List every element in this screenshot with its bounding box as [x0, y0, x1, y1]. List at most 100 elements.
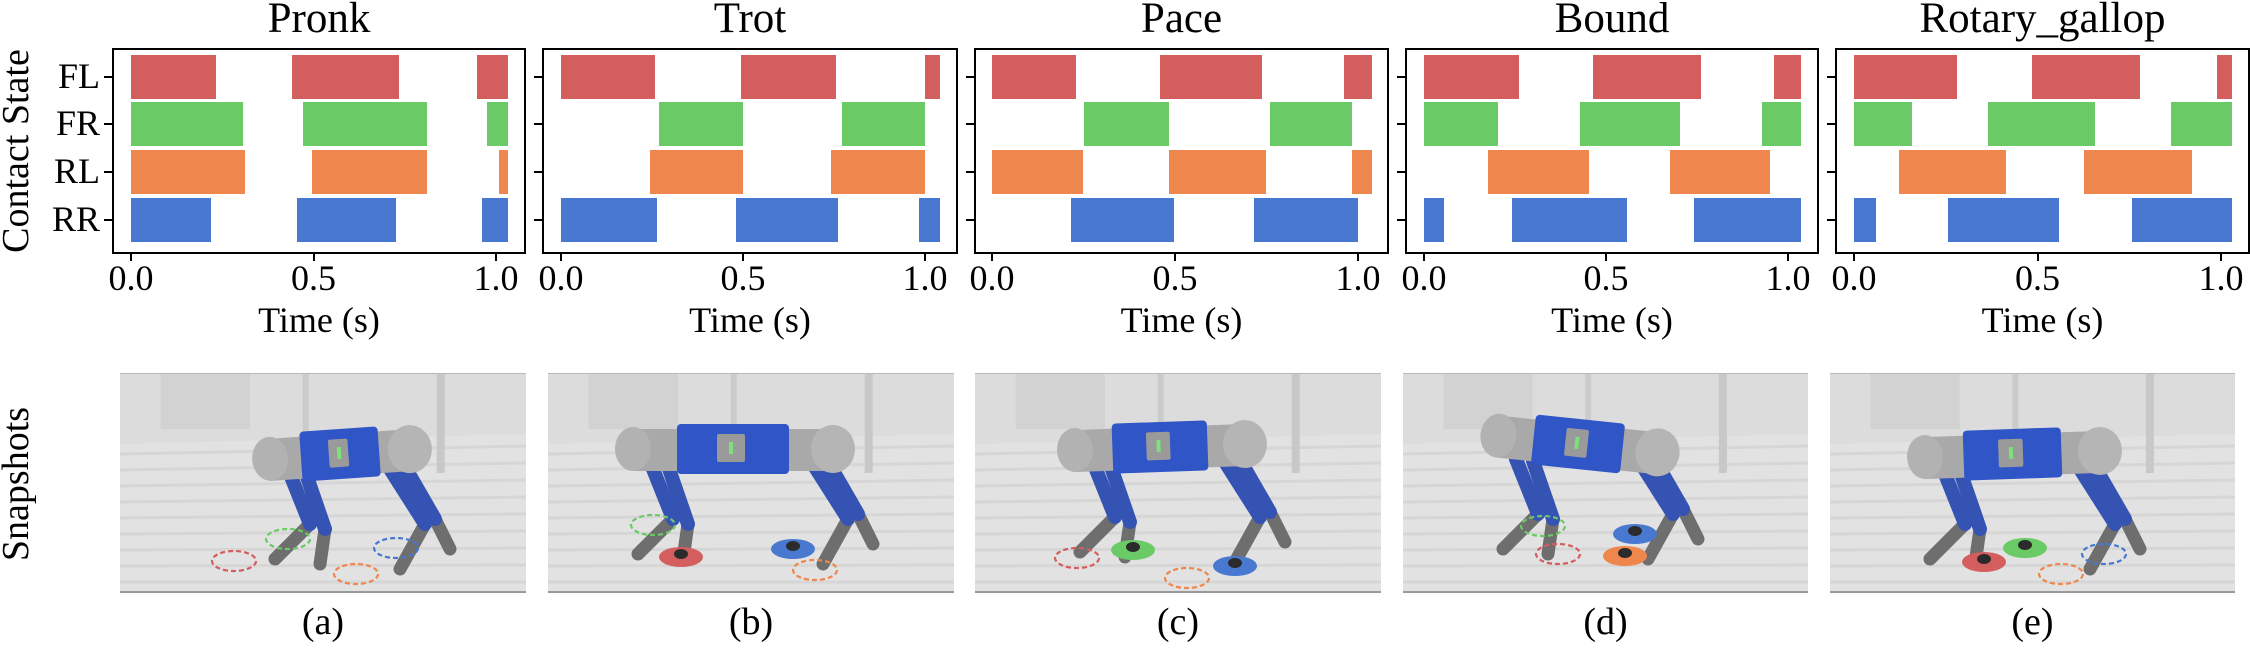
- contact-bar-rl: [2083, 150, 2192, 194]
- y-tick: [966, 76, 974, 78]
- contact-bar-rl: [1488, 150, 1589, 194]
- robot-snapshot-illustration: [1403, 374, 1808, 591]
- x-tick-label: 0.0: [538, 258, 584, 298]
- contact-bar-fl: [131, 55, 217, 99]
- robot-snapshot-illustration: [975, 374, 1381, 591]
- contact-bar-rr: [1424, 198, 1445, 242]
- robot-snapshot-illustration: [1830, 374, 2235, 591]
- x-tick-label: 0.0: [108, 258, 154, 298]
- y-tick: [1397, 76, 1405, 78]
- y-tick: [1827, 219, 1835, 221]
- snapshot-image-e: [1830, 373, 2235, 593]
- contact-bar-rr: [919, 198, 940, 242]
- x-tick-label: 1.0: [2198, 258, 2244, 298]
- x-tick-label: 1.0: [1765, 258, 1811, 298]
- chart-title: Pronk: [267, 0, 371, 42]
- chart-title: Trot: [713, 0, 787, 42]
- x-tick: [1853, 254, 1855, 261]
- x-tick-label: 0.0: [1401, 258, 1447, 298]
- contact-bar-fl: [291, 55, 399, 99]
- chart-title: Rotary_gallop: [1919, 0, 2166, 42]
- x-tick: [1423, 254, 1425, 261]
- contact-bar-fr: [1987, 102, 2096, 146]
- y-tick: [534, 171, 542, 173]
- x-tick: [1605, 254, 1607, 261]
- contact-bar-rr: [736, 198, 838, 242]
- x-tick-label: 1.0: [902, 258, 948, 298]
- contact-bar-rr: [2132, 198, 2232, 242]
- y-tick-label-fl: FL: [57, 56, 100, 96]
- y-tick: [104, 171, 112, 173]
- chart-title: Bound: [1554, 0, 1670, 42]
- x-tick-label: 1.0: [473, 258, 519, 298]
- snapshot-image-b: [548, 373, 954, 593]
- contact-bar-fr: [2171, 102, 2232, 146]
- x-tick: [312, 254, 315, 261]
- x-tick: [495, 254, 497, 261]
- y-tick: [966, 219, 974, 221]
- contact-bar-fl: [2032, 55, 2141, 99]
- contact-bar-rl: [131, 150, 245, 194]
- contact-bar-rl: [831, 150, 925, 194]
- contact-bar-rl: [992, 150, 1084, 194]
- snapshot-caption: (a): [301, 601, 345, 643]
- contact-bar-fl: [1854, 55, 1958, 99]
- x-tick: [924, 254, 926, 261]
- contact-bar-rr: [1947, 198, 2060, 242]
- robot-snapshot-illustration: [548, 374, 954, 591]
- x-tick: [742, 254, 744, 261]
- contact-bar-fr: [486, 102, 509, 146]
- snapshot-caption: (d): [1583, 601, 1628, 643]
- snapshots-ylabel: Snapshots: [0, 406, 37, 562]
- contact-bar-fl: [925, 55, 940, 99]
- x-tick: [1174, 254, 1176, 261]
- x-axis-label: Time (s): [1551, 300, 1673, 340]
- x-tick-label: 0.5: [720, 258, 766, 298]
- y-tick: [1827, 171, 1835, 173]
- contact-bar-rl: [1670, 150, 1771, 194]
- y-tick: [966, 123, 974, 125]
- snapshot-caption: (c): [1156, 601, 1200, 643]
- contact-bar-fl: [1344, 55, 1372, 99]
- x-tick-label: 0.5: [291, 258, 336, 298]
- x-axis-label: Time (s): [258, 300, 380, 340]
- y-tick: [1397, 123, 1405, 125]
- contact-bar-fr: [131, 102, 243, 146]
- y-tick-label-fr: FR: [55, 103, 100, 143]
- contact-bar-rr: [1854, 198, 1877, 242]
- x-tick: [560, 254, 562, 261]
- x-tick-label: 0.5: [1152, 258, 1198, 298]
- y-tick: [104, 76, 112, 78]
- y-tick: [104, 219, 112, 221]
- contact-bar-fl: [741, 55, 837, 99]
- contact-bar-fr: [1083, 102, 1169, 146]
- snapshot-image-d: [1403, 373, 1808, 593]
- y-tick: [1397, 171, 1405, 173]
- contact-bar-fl: [1159, 55, 1263, 99]
- contact-bar-fr: [1854, 102, 1912, 146]
- snapshot-caption: (b): [728, 601, 774, 643]
- y-tick: [534, 123, 542, 125]
- y-tick: [534, 219, 542, 221]
- y-tick: [1827, 76, 1835, 78]
- contact-bar-rr: [1254, 198, 1358, 242]
- contact-bar-rl: [1352, 150, 1372, 194]
- contact-bar-rl: [1168, 150, 1267, 194]
- x-tick-label: 1.0: [1335, 258, 1381, 298]
- contact-bar-rl: [498, 150, 509, 194]
- x-tick-label: 0.5: [1583, 258, 1629, 298]
- x-tick: [991, 254, 993, 261]
- contact-bar-fl: [1592, 55, 1701, 99]
- x-tick: [130, 254, 132, 261]
- y-tick: [1397, 219, 1405, 221]
- robot-snapshot-illustration: [120, 374, 526, 591]
- x-tick-label: 0.0: [1831, 258, 1877, 298]
- x-axis-label: Time (s): [1120, 300, 1243, 340]
- contact-bar-fr: [1424, 102, 1498, 146]
- contact-bar-fr: [1270, 102, 1353, 146]
- contact-bar-fr: [1762, 102, 1802, 146]
- y-tick: [1827, 123, 1835, 125]
- snapshot-caption: (e): [2011, 601, 2054, 643]
- snapshot-image-c: [975, 373, 1381, 593]
- chart-title: Pace: [1140, 0, 1223, 42]
